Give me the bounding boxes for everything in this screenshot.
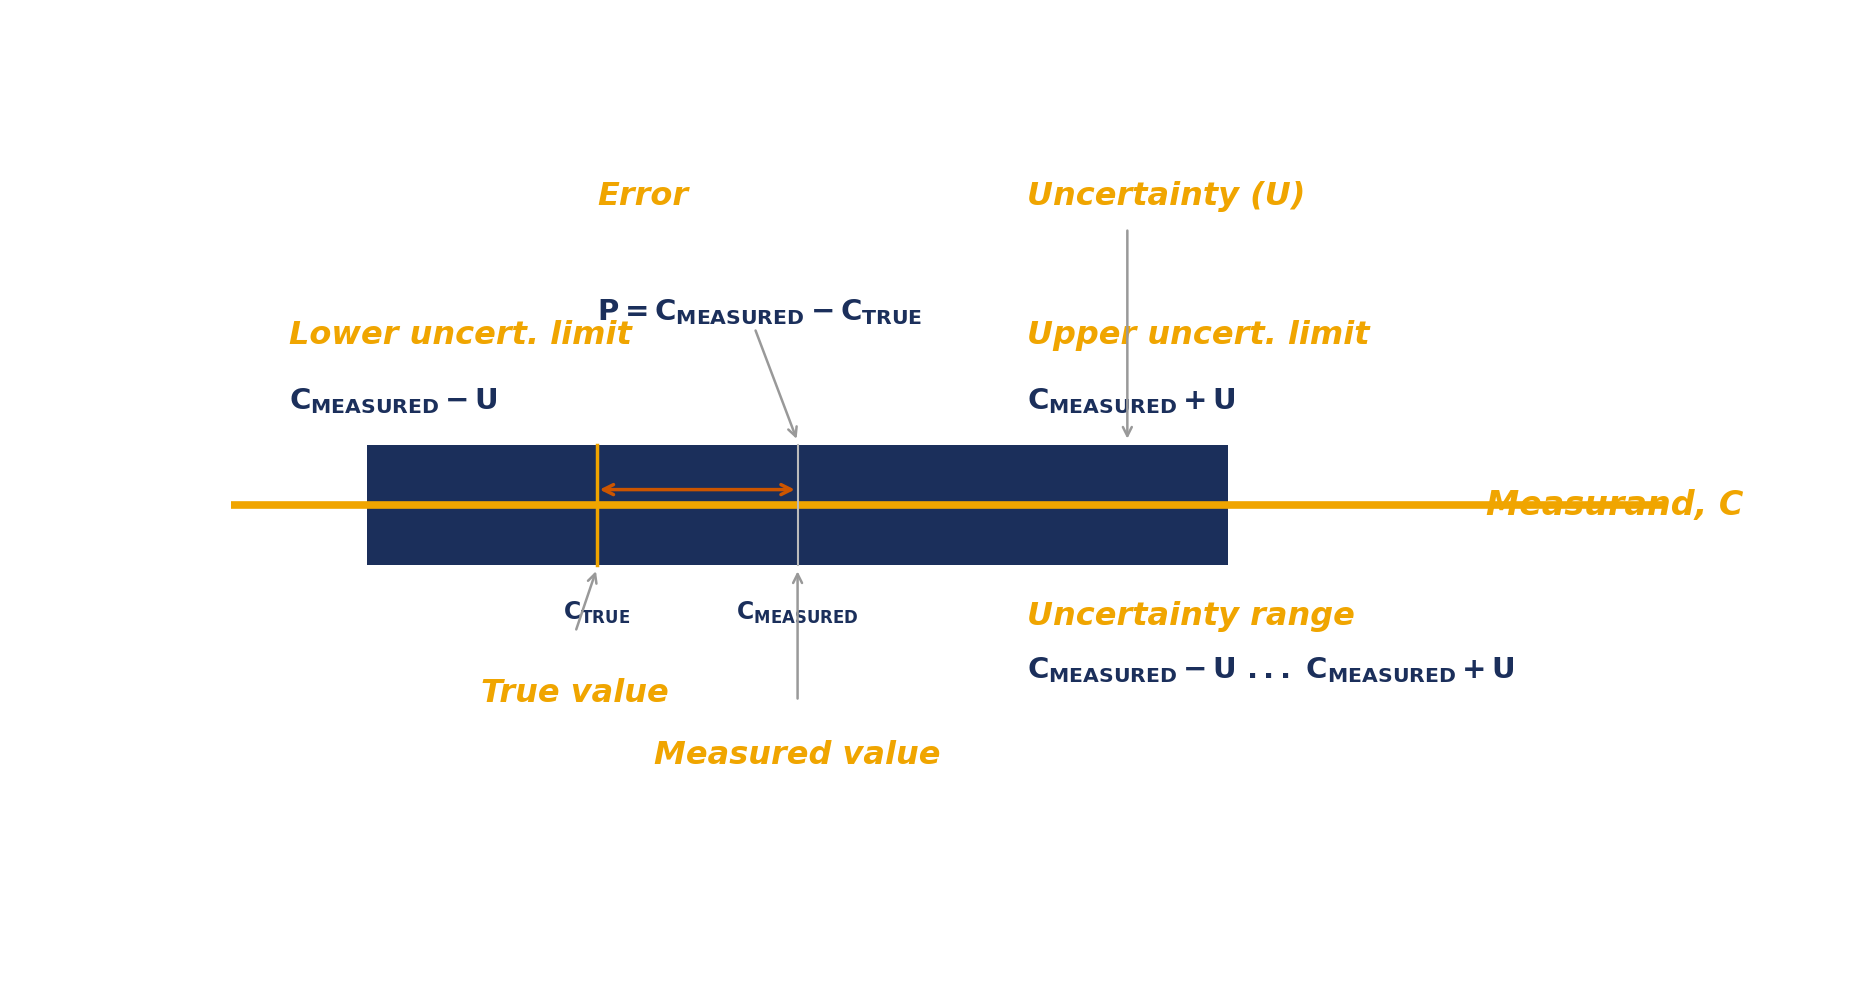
Text: Uncertainty (U): Uncertainty (U) [1027,181,1306,212]
Text: Measured value: Measured value [655,740,942,771]
Text: $\mathbf{C_{MEASURED} - U \ ... \ C_{MEASURED} + U}$: $\mathbf{C_{MEASURED} - U \ ... \ C_{MEA… [1027,655,1515,685]
Text: $\mathbf{P = C_{MEASURED} - C_{TRUE}}$: $\mathbf{P = C_{MEASURED} - C_{TRUE}}$ [598,297,921,327]
Text: Upper uncert. limit: Upper uncert. limit [1027,320,1369,351]
Text: True value: True value [481,678,670,709]
FancyBboxPatch shape [368,445,1228,565]
Text: Measurand, C: Measurand, C [1486,488,1743,522]
Text: $\mathbf{C_{MEASURED} + U}$: $\mathbf{C_{MEASURED} + U}$ [1027,387,1236,416]
Text: Error: Error [598,181,688,212]
Text: Uncertainty range: Uncertainty range [1027,601,1354,632]
Text: $\mathbf{C_{TRUE}}$: $\mathbf{C_{TRUE}}$ [562,599,631,626]
Text: $\mathbf{C_{MEASURED} - U}$: $\mathbf{C_{MEASURED} - U}$ [289,387,498,416]
Text: $\mathbf{C_{MEASURED}}$: $\mathbf{C_{MEASURED}}$ [736,599,858,626]
Text: Lower uncert. limit: Lower uncert. limit [289,320,631,351]
